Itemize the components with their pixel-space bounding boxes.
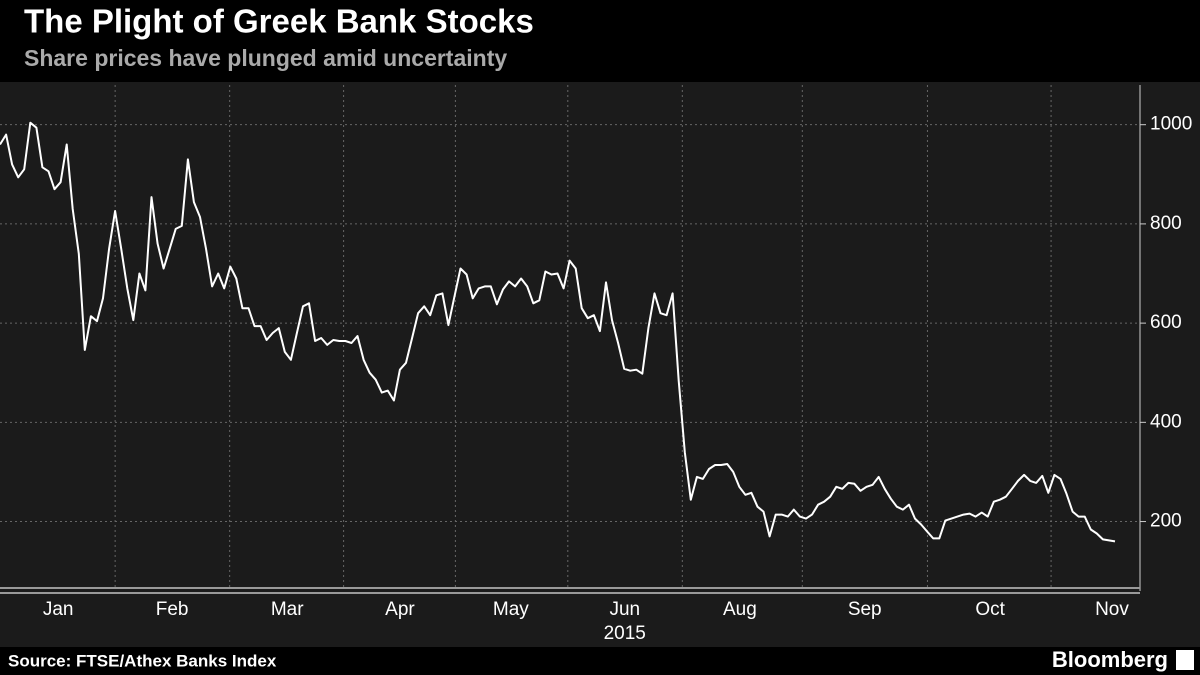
x-tick-label: Jun — [609, 599, 640, 620]
plot-area — [0, 82, 1200, 647]
footer — [0, 647, 1200, 675]
brand-icon — [1176, 650, 1194, 670]
brand: Bloomberg — [1052, 647, 1168, 672]
x-tick-label: Aug — [723, 599, 757, 620]
y-tick-label: 200 — [1150, 511, 1182, 532]
x-tick-label: Mar — [271, 599, 304, 620]
x-tick-label: Jan — [43, 599, 74, 620]
x-tick-label: Sep — [848, 599, 882, 620]
source: Source: FTSE/Athex Banks Index — [8, 651, 277, 670]
chart-subtitle: Share prices have plunged amid uncertain… — [24, 45, 507, 71]
x-axis-label: 2015 — [604, 623, 646, 644]
y-tick-label: 400 — [1150, 411, 1182, 432]
chart-title: The Plight of Greek Bank Stocks — [24, 3, 534, 40]
y-tick-label: 600 — [1150, 312, 1182, 333]
x-tick-label: Apr — [385, 599, 415, 620]
y-tick-label: 1000 — [1150, 114, 1192, 135]
x-tick-label: Oct — [975, 599, 1005, 620]
x-tick-label: May — [493, 599, 529, 620]
price-line — [0, 121, 1116, 543]
y-tick-label: 800 — [1150, 213, 1182, 234]
x-tick-label: Feb — [156, 599, 189, 620]
x-tick-label: Nov — [1095, 599, 1129, 620]
